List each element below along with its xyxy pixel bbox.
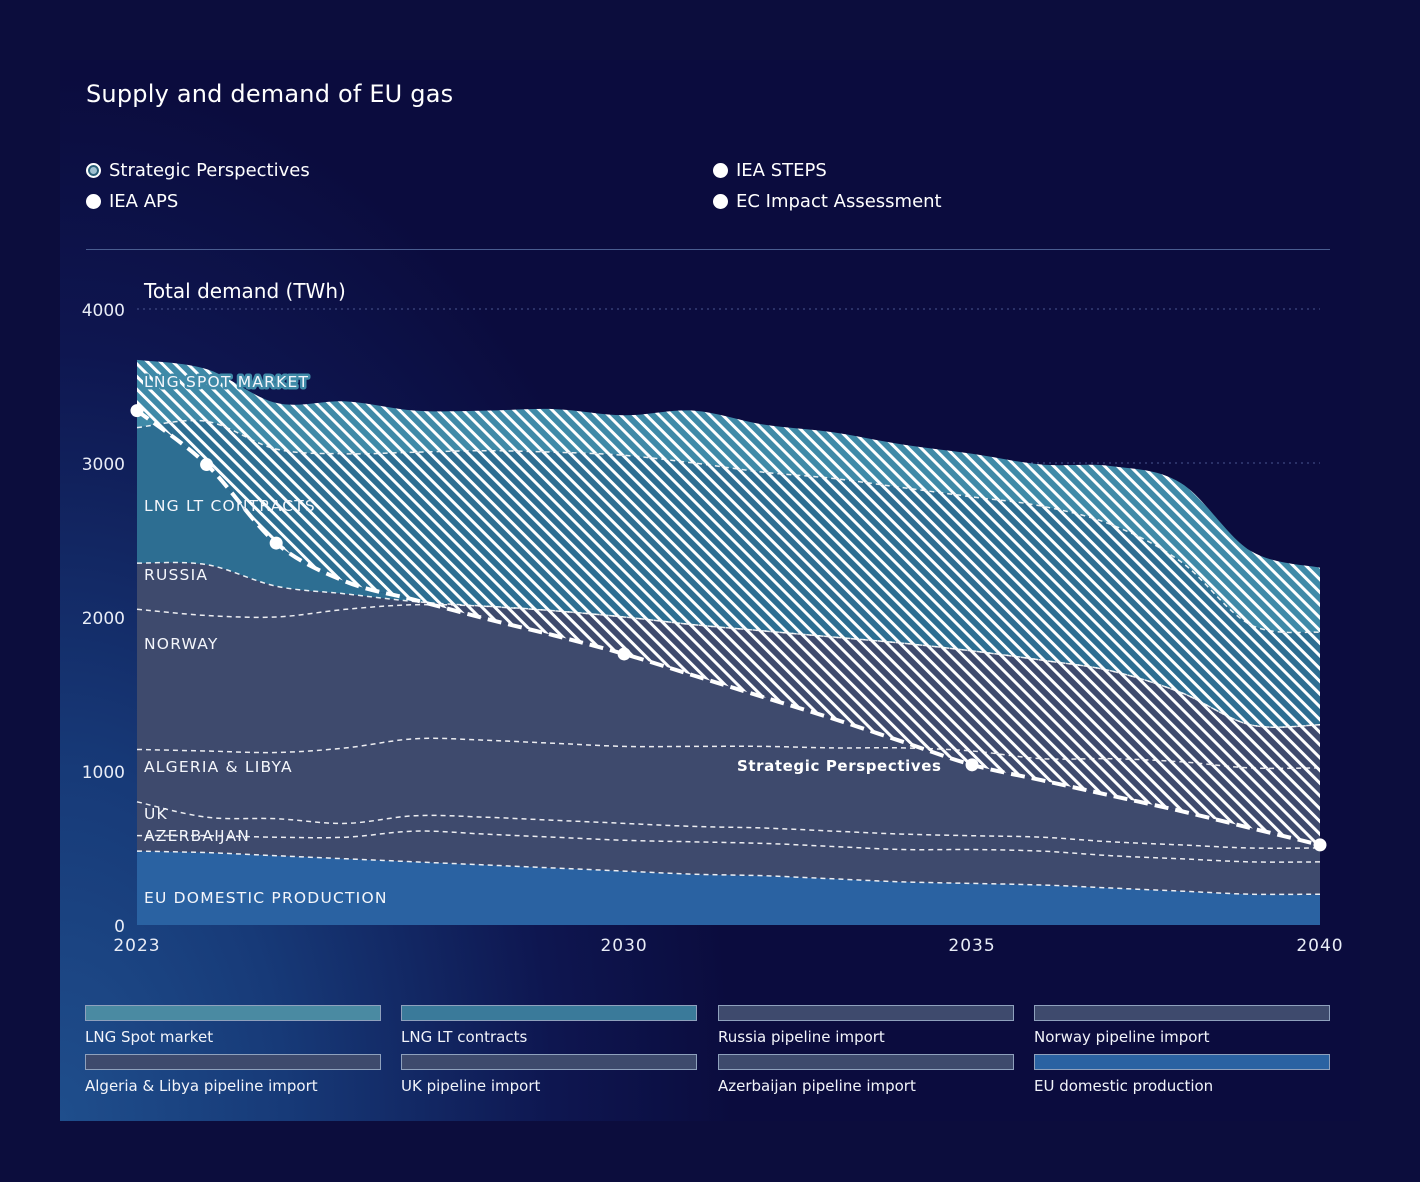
scenario-label: EC Impact Assessment — [736, 191, 942, 212]
series-boundary — [136, 561, 1321, 728]
legend-swatch — [1034, 1054, 1330, 1070]
area-labels: LNG SPOT MARKET LNG LT CONTRACTS RUSSIA NOR… — [142, 371, 388, 908]
legend-label: LNG LT contracts — [401, 1028, 528, 1046]
area-label: RUSSIA — [144, 566, 208, 584]
demand-line-label: Strategic Perspectives — [737, 757, 942, 775]
legend-label: Algeria & Libya pipeline import — [85, 1077, 318, 1095]
legend-label: Azerbaijan pipeline import — [718, 1077, 916, 1095]
series-boundary — [136, 801, 1321, 849]
demand-marker — [200, 458, 214, 472]
legend-swatch — [85, 1005, 381, 1021]
demand-marker — [965, 758, 979, 772]
area-label: LNG LT CONTRACTS — [144, 497, 316, 515]
legend-item-lng-spot[interactable]: LNG Spot market — [85, 1005, 381, 1046]
y-tick-label: 3000 — [82, 455, 125, 475]
area-azerbaijan-pipeline-import — [137, 831, 1320, 895]
x-tick-label: 2035 — [948, 936, 995, 956]
area-hatched-lng-lt-contracts — [137, 420, 1320, 728]
scenario-label: Strategic Perspectives — [109, 160, 310, 181]
scenario-strategic-perspectives[interactable]: Strategic Perspectives — [86, 160, 310, 181]
area-label: ALGERIA & LIBYA — [144, 758, 293, 776]
x-tick-label: 2030 — [600, 936, 647, 956]
legend-label: LNG Spot market — [85, 1028, 214, 1046]
area-label: AZERBAIJAN — [144, 827, 250, 845]
series-boundary — [136, 603, 1321, 728]
area-hatched-lng-spot-market — [137, 359, 1320, 633]
legend-swatch — [401, 1005, 697, 1021]
legend-item-norway[interactable]: Norway pipeline import — [1034, 1005, 1330, 1046]
radio-icon[interactable] — [713, 163, 728, 178]
x-tick-label: 2040 — [1296, 936, 1343, 956]
legend-item-azerbaijan[interactable]: Azerbaijan pipeline import — [718, 1054, 1014, 1095]
y-axis: 0 1000 2000 3000 4000 — [82, 301, 125, 937]
series-boundary — [136, 419, 1321, 634]
scenario-iea-steps[interactable]: IEA STEPS — [713, 160, 827, 181]
legend-swatch — [718, 1054, 1014, 1070]
demand-marker — [269, 536, 283, 550]
legend-swatch — [401, 1054, 697, 1070]
legend-swatch — [718, 1005, 1014, 1021]
area-label: UK — [144, 805, 168, 823]
series-boundary — [136, 737, 1321, 770]
legend-label: EU domestic production — [1034, 1077, 1214, 1095]
series-boundary — [136, 830, 1321, 863]
legend-item-lng-lt[interactable]: LNG LT contracts — [401, 1005, 697, 1046]
area-label: NORWAY — [144, 635, 218, 653]
legend-item-uk[interactable]: UK pipeline import — [401, 1054, 697, 1095]
legend-item-eu-domestic[interactable]: EU domestic production — [1034, 1054, 1330, 1095]
area-uk-pipeline-import — [137, 801, 1320, 863]
radio-selected-icon[interactable] — [86, 163, 101, 178]
demand-marker — [130, 404, 144, 418]
series-boundary — [136, 850, 1321, 896]
demand-line — [135, 409, 1321, 847]
divider — [86, 249, 1330, 250]
x-tick-label: 2023 — [113, 936, 160, 956]
chart-title: Supply and demand of EU gas — [86, 80, 454, 108]
radio-icon[interactable] — [86, 194, 101, 209]
legend-swatch — [85, 1054, 381, 1070]
y-axis-title: Total demand (TWh) — [143, 279, 346, 303]
scenario-label: IEA APS — [109, 191, 179, 212]
legend-label: Russia pipeline import — [718, 1028, 885, 1046]
demand-marker — [617, 647, 631, 661]
series-boundaries — [136, 419, 1321, 896]
scenario-iea-aps[interactable]: IEA APS — [86, 191, 178, 212]
x-axis: 2023 2030 2035 2040 — [113, 936, 1343, 956]
chart-card: Supply and demand of EU gas Strategic Pe… — [60, 60, 1360, 1121]
y-tick-label: 4000 — [82, 301, 125, 321]
area-label: EU DOMESTIC PRODUCTION — [144, 889, 388, 907]
y-tick-label: 2000 — [82, 609, 125, 629]
demand-marker — [1313, 838, 1327, 852]
y-tick-label: 0 — [114, 917, 125, 937]
scenario-ec-impact-assessment[interactable]: EC Impact Assessment — [713, 191, 942, 212]
demand-line-group: Strategic Perspectives — [130, 404, 1327, 852]
area-label: LNG SPOT MARKET — [144, 373, 309, 391]
legend-item-russia[interactable]: Russia pipeline import — [718, 1005, 1014, 1046]
area-chart: Total demand (TWh) Strategic Perspective… — [82, 279, 1343, 956]
legend-item-algeria-libya[interactable]: Algeria & Libya pipeline import — [85, 1054, 381, 1095]
legend-label: UK pipeline import — [401, 1077, 541, 1095]
y-tick-label: 1000 — [82, 763, 125, 783]
area-eu-domestic-production — [137, 851, 1320, 925]
legend-swatch — [1034, 1005, 1330, 1021]
scenario-label: IEA STEPS — [736, 160, 827, 181]
radio-icon[interactable] — [713, 194, 728, 209]
legend-label: Norway pipeline import — [1034, 1028, 1210, 1046]
